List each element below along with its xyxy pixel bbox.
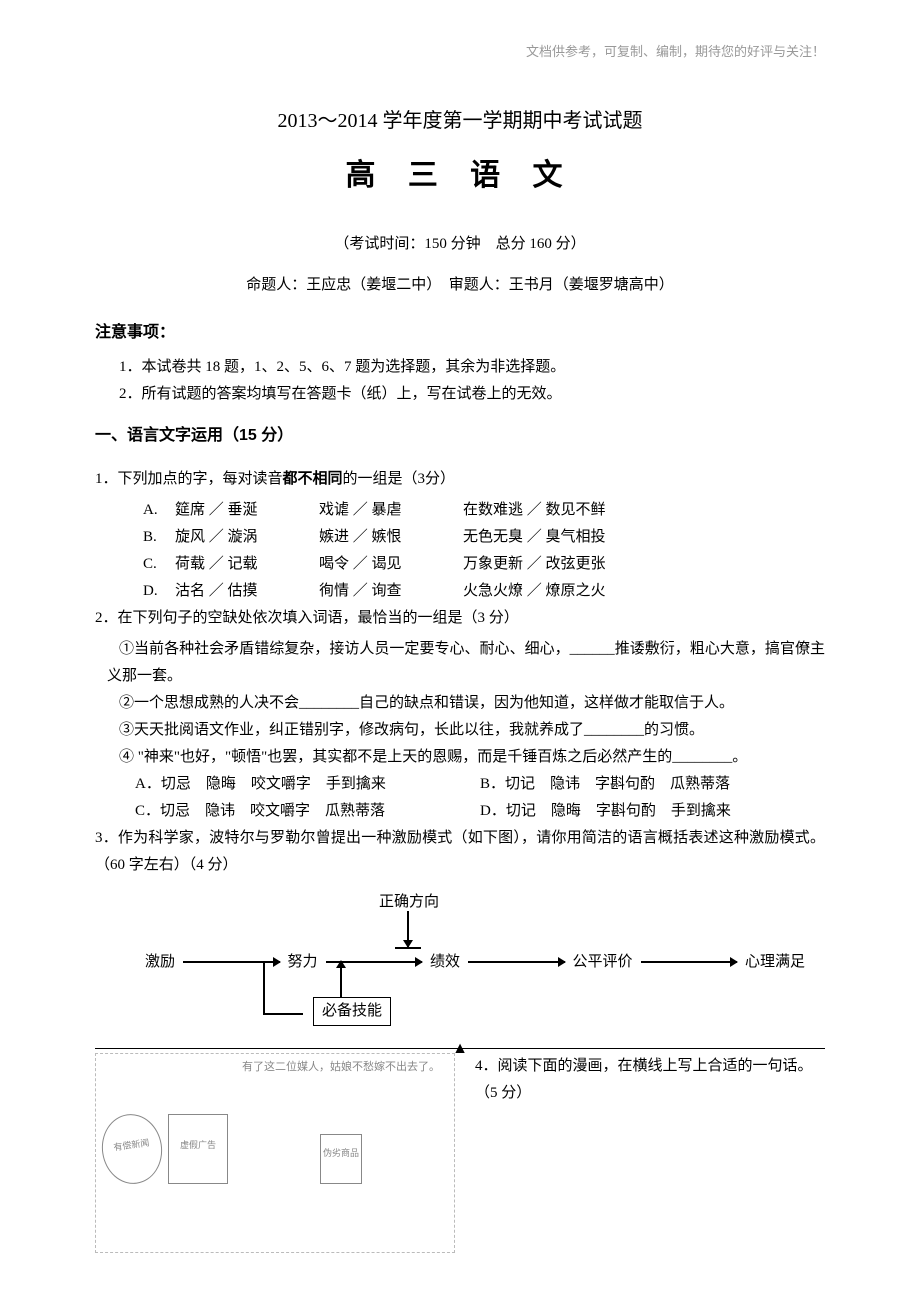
authors-line: 命题人：王应忠（姜堰二中） 审题人：王书月（姜堰罗塘高中） [95, 272, 825, 299]
option-col: 在数难逃 ／ 数见不鲜 [463, 497, 606, 524]
option-label: A. [143, 497, 175, 524]
option-col: 喝令 ／ 谒见 [319, 551, 439, 578]
q1-option-d: D. 沽名 ／ 估摸 徇情 ／ 询查 火急火燎 ／ 燎原之火 [95, 578, 825, 605]
q1-stem: 1．下列加点的字，每对读音都不相同的一组是（3分） [95, 465, 825, 493]
option-label: C. [143, 551, 175, 578]
exam-main-title: 高 三 语 文 [95, 149, 825, 203]
flow-node-1: 激励 [145, 949, 175, 976]
q2-options: A．切忌 隐晦 咬文嚼字 手到擒来 B．切记 隐讳 字斟句酌 瓜熟蒂落 C．切忌… [95, 771, 825, 825]
triangle-icon: ▲ [452, 1035, 468, 1064]
cartoon-speech-bubble: 有了这二位媒人，姑娘不愁嫁不出去了。 [242, 1060, 448, 1074]
flow-node-2: 努力 [288, 949, 318, 976]
diagram-bottom-label: 必备技能 [313, 997, 391, 1026]
q1-stem-bold: 都不相同 [283, 470, 343, 487]
option-col: 嫉进 ／ 嫉恨 [319, 524, 439, 551]
option-label: B. [143, 524, 175, 551]
cartoon-label-1: 有偿新闻 [97, 1110, 166, 1188]
q1-option-b: B. 旋风 ／ 漩涡 嫉进 ／ 嫉恨 无色无臭 ／ 臭气相投 [95, 524, 825, 551]
q1-option-c: C. 荷载 ／ 记载 喝令 ／ 谒见 万象更新 ／ 改弦更张 [95, 551, 825, 578]
arrow-icon [183, 961, 279, 963]
flow-node-4: 公平评价 [573, 949, 633, 976]
q1-option-a: A. 筵席 ／ 垂涎 戏谑 ／ 暴虐 在数难逃 ／ 数见不鲜 [95, 497, 825, 524]
q2-option-d: D．切记 隐晦 字斟句酌 手到擒来 [480, 798, 825, 825]
q3-answer-line: ▲ [95, 1029, 825, 1049]
cartoon-label-2: 虚假广告 [168, 1114, 228, 1184]
exam-year-title: 2013～2014 学年度第一学期期中考试试题 [95, 103, 825, 139]
arrow-icon [641, 961, 737, 963]
arrow-icon [326, 961, 422, 963]
q3-stem: 3．作为科学家，波特尔与罗勒尔曾提出一种激励模式（如下图），请你用简洁的语言概括… [95, 825, 825, 879]
q2-fill-1: ①当前各种社会矛盾错综复杂，接访人员一定要专心、耐心、细心，______推诿敷衍… [95, 636, 825, 690]
exam-info: （考试时间：150 分钟 总分 160 分） [95, 231, 825, 258]
option-col: 无色无臭 ／ 臭气相投 [463, 524, 606, 551]
option-col: 火急火燎 ／ 燎原之火 [463, 578, 606, 605]
q2-option-b: B．切记 隐讳 字斟句酌 瓜熟蒂落 [480, 771, 825, 798]
option-col: 万象更新 ／ 改弦更张 [463, 551, 606, 578]
option-col: 戏谑 ／ 暴虐 [319, 497, 439, 524]
cartoon-label-3: 伪劣商品 [320, 1134, 362, 1184]
option-col: 荷载 ／ 记载 [175, 551, 295, 578]
q2-fill-3: ③天天批阅语文作业，纠正错别字，修改病句，长此以往，我就养成了________的… [95, 717, 825, 744]
cartoon-placeholder: 有了这二位媒人，姑娘不愁嫁不出去了。 有偿新闻 虚假广告 伪劣商品 [95, 1053, 455, 1253]
diagram-line [263, 1013, 303, 1015]
option-col: 旋风 ／ 漩涡 [175, 524, 295, 551]
option-col: 沽名 ／ 估摸 [175, 578, 295, 605]
q2-fill-4: ④ "神来"也好，"顿悟"也罢，其实都不是上天的恩赐，而是千锤百炼之后必然产生的… [95, 744, 825, 771]
q2-option-c: C．切忌 隐讳 咬文嚼字 瓜熟蒂落 [135, 798, 480, 825]
diagram-top-label: 正确方向 [379, 889, 439, 916]
section-1-title: 一、语言文字运用（15 分） [95, 422, 825, 451]
q4-stem: 4．阅读下面的漫画，在横线上写上合适的一句话。（5 分） [475, 1053, 825, 1253]
option-col: 筵席 ／ 垂涎 [175, 497, 295, 524]
q2-fill-2: ②一个思想成熟的人决不会________自己的缺点和错误，因为他知道，这样做才能… [95, 690, 825, 717]
flow-node-3: 绩效 [430, 949, 460, 976]
diagram-line [407, 911, 409, 947]
option-label: D. [143, 578, 175, 605]
header-note: 文档供参考，可复制、编制，期待您的好评与关注！ [95, 40, 825, 63]
q3-diagram: 正确方向 激励 努力 绩效 公平评价 心理满足 必备技能 [95, 889, 825, 1019]
notice-item-1: 1．本试卷共 18 题，1、2、5、6、7 题为选择题，其余为非选择题。 [95, 354, 825, 381]
q2-stem: 2．在下列句子的空缺处依次填入词语，最恰当的一组是（3 分） [95, 605, 825, 632]
q1-stem-post: 的一组是（3分） [343, 471, 456, 487]
flow-row: 激励 努力 绩效 公平评价 心理满足 [145, 949, 805, 976]
q4-wrap: 有了这二位媒人，姑娘不愁嫁不出去了。 有偿新闻 虚假广告 伪劣商品 4．阅读下面… [95, 1053, 825, 1253]
notice-title: 注意事项： [95, 319, 825, 348]
notice-item-2: 2．所有试题的答案均填写在答题卡（纸）上，写在试卷上的无效。 [95, 381, 825, 408]
arrow-icon [468, 961, 564, 963]
q1-stem-pre: 1．下列加点的字，每对读音 [95, 471, 283, 487]
flow-node-5: 心理满足 [745, 949, 805, 976]
q2-option-a: A．切忌 隐晦 咬文嚼字 手到擒来 [135, 771, 480, 798]
option-col: 徇情 ／ 询查 [319, 578, 439, 605]
